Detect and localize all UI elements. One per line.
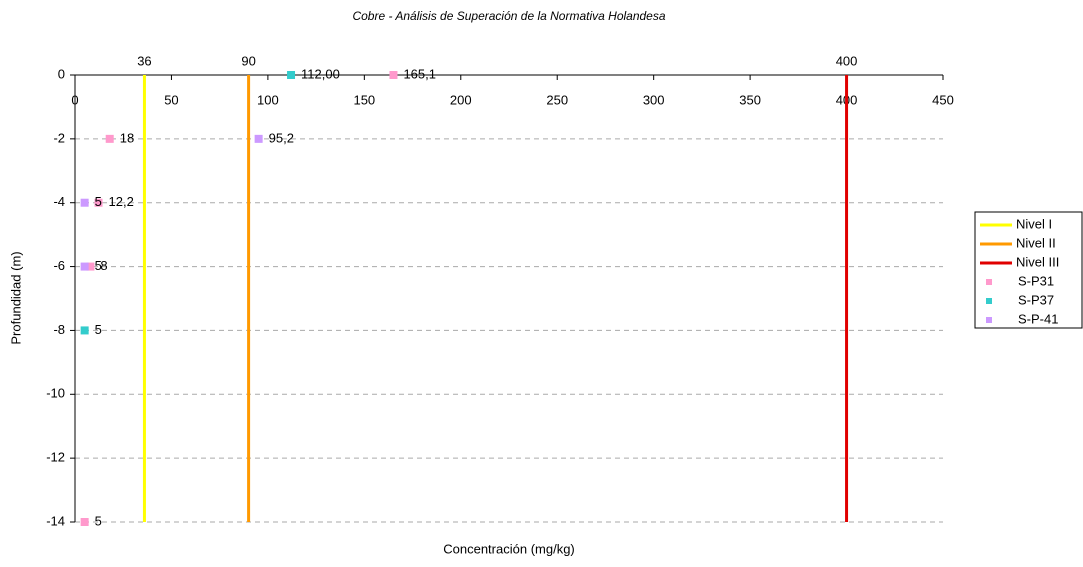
data-label: 5 — [95, 322, 102, 337]
data-label: 5 — [95, 258, 102, 273]
legend-swatch — [986, 317, 992, 323]
x-tick-label: 250 — [546, 92, 568, 107]
data-label: 5 — [95, 513, 102, 528]
point — [80, 326, 89, 335]
reference-label: 90 — [241, 53, 255, 68]
x-tick-label: 150 — [353, 92, 375, 107]
legend-swatch — [986, 279, 992, 285]
data-label: 5 — [95, 194, 102, 209]
point — [80, 518, 89, 526]
legend-label: S-P37 — [1018, 292, 1054, 307]
data-label: 8 — [100, 258, 107, 273]
data-label: 18 — [120, 130, 134, 145]
point — [94, 198, 103, 207]
x-tick-label: 350 — [739, 92, 761, 107]
legend-swatch — [986, 298, 992, 304]
reference-label: 36 — [137, 53, 151, 68]
point — [287, 71, 296, 79]
x-tick-label: 200 — [450, 92, 472, 107]
chart-title: Cobre - Análisis de Superación de la Nor… — [352, 9, 665, 23]
point — [80, 262, 89, 271]
y-tick-label: -10 — [46, 386, 65, 401]
point — [105, 134, 114, 143]
legend-label: Nivel I — [1016, 216, 1052, 231]
data-label: 95,2 — [269, 130, 294, 145]
y-tick-label: -4 — [53, 194, 65, 209]
y-tick-label: -14 — [46, 513, 65, 528]
x-tick-label: 0 — [71, 92, 78, 107]
data-label: 12,2 — [109, 194, 134, 209]
reference-label: 400 — [836, 53, 858, 68]
legend-label: Nivel II — [1016, 235, 1056, 250]
legend-box — [974, 211, 1083, 329]
point — [80, 198, 89, 207]
legend-label: S-P-41 — [1018, 311, 1058, 326]
y-tick-label: -6 — [53, 258, 65, 273]
legend-label: Nivel III — [1016, 254, 1059, 269]
y-tick-label: -8 — [53, 322, 65, 337]
x-tick-label: 50 — [164, 92, 178, 107]
data-label: 165,1 — [403, 66, 436, 81]
y-tick-label: 0 — [58, 66, 65, 81]
y-tick-label: -12 — [46, 450, 65, 465]
x-tick-label: 450 — [932, 92, 954, 107]
x-tick-label: 300 — [643, 92, 665, 107]
point — [86, 262, 95, 271]
data-label: 112,00 — [301, 66, 340, 81]
x-axis-label: Concentración (mg/kg) — [443, 541, 575, 556]
point — [389, 71, 398, 79]
point — [254, 134, 263, 143]
legend-label: S-P31 — [1018, 273, 1054, 288]
y-axis-label: Profundidad (m) — [8, 251, 23, 344]
x-tick-label: 100 — [257, 92, 279, 107]
y-tick-label: -2 — [53, 130, 65, 145]
